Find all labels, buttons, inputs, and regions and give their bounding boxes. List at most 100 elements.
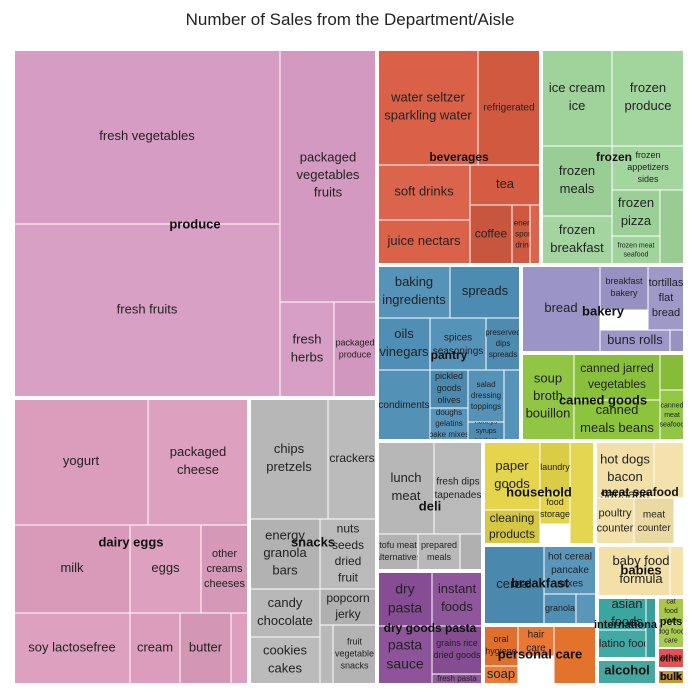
treemap-cell-granola	[543, 593, 577, 625]
cell-label-chips-pretzels: chips pretzels	[266, 442, 312, 475]
cell-label-canned-meat-seafood: canned meat seafood	[660, 402, 685, 428]
cell-label-salad-dressing-toppings: salad dressing toppings	[471, 380, 501, 411]
group-label-alcohol: alcohol	[604, 662, 650, 677]
cell-label-buns-rolls: buns rolls	[607, 332, 663, 347]
treemap-cell-frozen-breakfast	[541, 215, 613, 265]
group-personal-care: oral hygiene hair care soap personal care	[483, 625, 597, 685]
cell-label-baking-ingredients: baking ingredients	[382, 275, 446, 308]
group-border-alcohol	[597, 659, 657, 685]
group-label-beverages: beverages	[429, 150, 489, 164]
group-canned-goods: soup broth bouillon canned jarred vegetables…	[521, 353, 685, 441]
cell-label-oral-hygiene: oral hygiene	[485, 634, 517, 656]
treemap-cell-fresh-fruits	[13, 223, 281, 398]
cell-label-instant-foods: instant foods	[438, 582, 477, 615]
cell-label-prepared-meals: prepared meals	[421, 540, 457, 562]
cell-label-water-seltzer-sparkling-water: water seltzer sparkling water	[384, 90, 472, 123]
cell-label-hair-care: hair care	[526, 629, 546, 654]
treemap-cell-other-creams-cheeses	[200, 524, 249, 614]
treemap-cell-instant-foods	[431, 571, 483, 627]
treemap-cell-spreads	[449, 265, 521, 319]
cell-label-fresh-fruits: fresh fruits	[117, 302, 178, 317]
treemap-cell-food-storage	[539, 493, 571, 525]
cell-label-granola: granola	[545, 603, 575, 613]
group-label-babies: babies	[620, 562, 661, 577]
cell-label-paper-goods: paper goods	[494, 459, 530, 492]
group-produce: fresh vegetables fresh fruits packaged vege…	[13, 49, 377, 398]
treemap-cell-eggs	[129, 524, 202, 614]
cell-label-bread: bread	[544, 300, 577, 315]
treemap-cell-dry-pasta	[377, 571, 433, 627]
cell-label-canned-jarred-vegetables: canned jarred vegetables	[580, 361, 653, 391]
cell-label-fruit-vegetable-snacks: fruit vegetable snacks	[335, 637, 374, 671]
treemap-cell-unlabeled	[553, 625, 597, 685]
cell-label-poultry-counter: poultry counter	[597, 507, 634, 534]
group-breakfast: cereal hot cereal pancake mixes granola break…	[483, 545, 597, 625]
treemap-cell-condiments	[377, 369, 431, 441]
cell-label-energy-granola-bars: energy granola bars	[263, 528, 307, 578]
treemap-cell-popcorn-jerky	[319, 588, 377, 626]
cell-label-asian-foods: asian foods	[611, 597, 643, 630]
cell-label-popcorn-jerky: popcorn jerky	[326, 591, 369, 621]
group-label-pantry: pantry	[431, 348, 468, 362]
treemap-cell-frozen-pizza	[611, 189, 661, 237]
treemap-cell-juice-nectars	[377, 219, 471, 265]
treemap-cell-unlabeled	[230, 612, 249, 685]
treemap-cell-unlabeled	[529, 204, 541, 265]
treemap-cell-packaged-cheese	[147, 398, 249, 526]
group-border-canned-goods	[521, 353, 685, 441]
cell-label-refrigerated: refrigerated	[483, 102, 534, 113]
cell-label-energy-sports-drinks: energy sports drinks	[514, 219, 538, 250]
cell-label-bulk: bulk	[661, 671, 682, 683]
group-snacks: chips pretzels crackers energy granola bars nu…	[249, 398, 377, 685]
cell-label-cookies-cakes: cookies cakes	[263, 643, 308, 676]
group-alcohol: alcohol	[597, 659, 657, 685]
cell-label-frozen-meat-seafood: frozen meat seafood	[618, 242, 655, 258]
cell-label-food-storage: food storage	[540, 497, 570, 519]
treemap-cell-unlabeled	[659, 189, 685, 265]
group-label-pets: pets	[660, 616, 683, 628]
treemap-cell-meat-counter	[633, 497, 675, 545]
treemap-cell-canned-meals-beans	[573, 399, 661, 441]
cell-label-other-creams-cheeses: other creams cheeses	[204, 548, 245, 590]
cell-label-packaged-produce: packaged produce	[335, 338, 374, 360]
cell-label-cream: cream	[137, 640, 173, 655]
treemap-cell-salad-dressing-toppings	[467, 369, 505, 423]
cell-label-cereal: cereal	[496, 576, 532, 591]
cell-label-cat-food-care: cat food care	[664, 598, 678, 624]
cell-label-candy-chocolate: candy chocolate	[257, 596, 313, 629]
group-label-snacks: snacks	[291, 534, 335, 549]
group-label-bulk: bulk	[660, 671, 683, 683]
group-dairy-eggs: yogurt packaged cheese milk eggs other creams c…	[13, 398, 249, 685]
cell-label-soy-lactosefree: soy lactosefree	[28, 640, 115, 655]
group-border-dry-goods-pasta	[377, 571, 483, 685]
cell-label-other: other	[661, 652, 682, 662]
cell-label-frozen-produce: frozen produce	[625, 81, 672, 114]
cell-label-pasta-sauce: pasta sauce	[386, 636, 424, 671]
treemap-cell-oils-vinegars	[377, 317, 431, 371]
group-border-bakery	[521, 265, 685, 353]
treemap-cell-soy-lactosefree	[13, 612, 131, 685]
cell-label-condiments: condiments	[378, 400, 429, 411]
cell-label-frozen-breakfast: frozen breakfast	[550, 223, 604, 256]
treemap-cell-pasta-sauce	[377, 625, 433, 685]
treemap-cell-preserved-dips-spreads	[485, 317, 521, 371]
group-label-dairy-eggs: dairy eggs	[98, 534, 163, 549]
treemap-cell-unlabeled	[503, 369, 521, 441]
group-pantry: baking ingredients spreads oils vinegarsspic…	[377, 265, 521, 441]
treemap-cell-poultry-counter	[595, 497, 635, 545]
group-international: asian foods latino foods international	[594, 597, 660, 659]
cell-label-lunch-meat: lunch meat	[390, 471, 421, 504]
group-bakery: bread breakfast bakery tortillas flat bread bu…	[521, 265, 685, 353]
treemap-cell-fresh-dips-tapenades	[433, 441, 483, 535]
group-border-deli	[377, 441, 483, 571]
treemap-cell-milk	[13, 524, 131, 614]
cell-label-spreads: spreads	[462, 283, 509, 298]
group-border-other	[657, 647, 685, 669]
cell-label-nuts-seeds-dried-fruit: nuts seeds dried fruit	[332, 522, 364, 585]
treemap-cell-tortillas-flat-bread	[647, 265, 685, 331]
treemap-cell-frozen-meals	[541, 145, 613, 217]
